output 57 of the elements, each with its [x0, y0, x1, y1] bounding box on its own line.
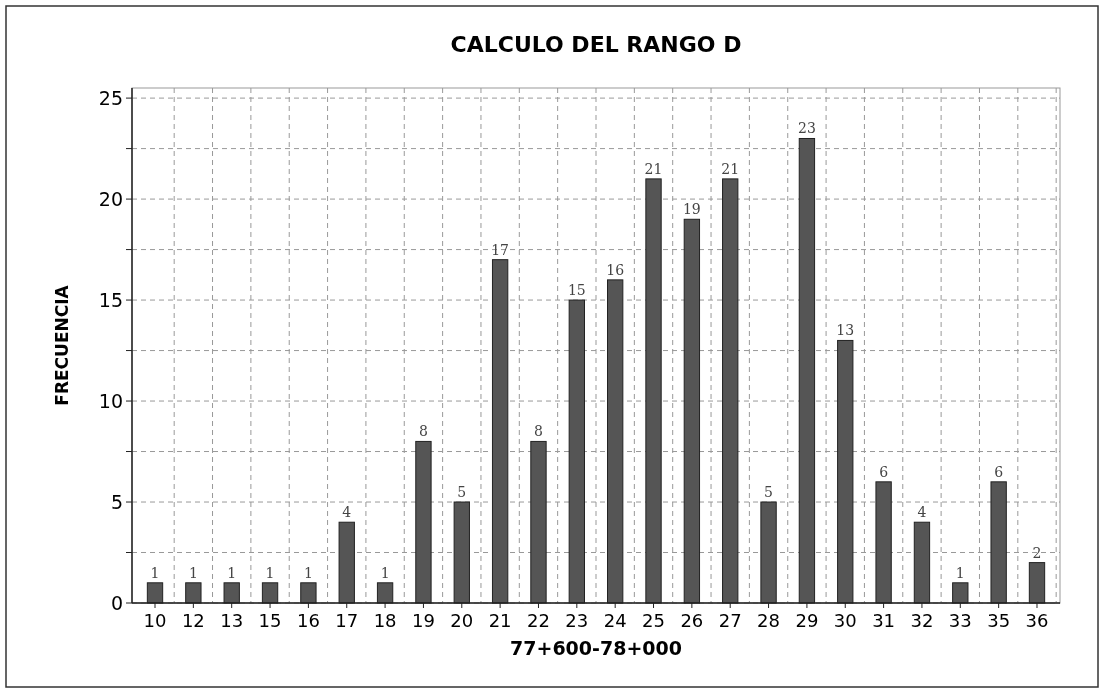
- data-label: 1: [303, 564, 313, 581]
- x-tick-label: 21: [488, 610, 512, 631]
- data-label: 21: [644, 160, 663, 177]
- data-label: 1: [188, 564, 198, 581]
- y-tick-label: 10: [98, 389, 123, 412]
- x-axis-title: 77+600-78+000: [510, 637, 682, 659]
- y-tick-label: 15: [98, 288, 123, 311]
- data-label: 13: [836, 322, 855, 339]
- x-tick-label: 26: [680, 610, 704, 631]
- y-tick-label: 5: [110, 490, 123, 513]
- data-label: 15: [567, 282, 586, 299]
- x-tick-label: 17: [335, 610, 359, 631]
- data-label: 1: [380, 564, 390, 581]
- x-tick-label: 15: [258, 610, 282, 631]
- x-tick-label: 32: [910, 610, 934, 631]
- data-label: 4: [917, 504, 927, 521]
- data-label: 6: [994, 463, 1004, 480]
- x-tick-label: 22: [527, 610, 550, 631]
- x-tick-label: 24: [603, 610, 627, 631]
- data-label: 1: [955, 564, 965, 581]
- x-tick-label: 27: [718, 610, 742, 631]
- data-label: 2: [1032, 544, 1042, 561]
- data-label: 23: [798, 120, 816, 137]
- data-label: 1: [150, 564, 160, 581]
- y-tick-label: 0: [110, 591, 123, 614]
- data-label: 17: [491, 241, 510, 258]
- data-label: 1: [265, 564, 275, 581]
- chart-title: CALCULO DEL RANGO D: [450, 32, 742, 57]
- data-label: 5: [764, 484, 774, 501]
- y-axis-title: FRECUENCIA: [52, 284, 72, 406]
- x-tick-label: 18: [373, 610, 397, 631]
- x-tick-label: 13: [220, 610, 244, 631]
- x-tick-label: 36: [1025, 610, 1049, 631]
- data-label: 6: [879, 463, 889, 480]
- x-tick-label: 35: [987, 610, 1011, 631]
- x-tick-label: 31: [872, 610, 896, 631]
- data-label: 16: [606, 261, 625, 278]
- x-tick-label: 28: [757, 610, 781, 631]
- data-label: 8: [534, 423, 543, 440]
- y-tick-label: 20: [98, 187, 123, 210]
- x-tick-label: 29: [795, 610, 819, 631]
- x-tick-label: 19: [411, 610, 435, 631]
- x-tick-label: 25: [642, 610, 665, 631]
- x-tick-label: 16: [296, 610, 320, 631]
- x-tick-label: 12: [181, 610, 205, 631]
- data-label: 19: [682, 201, 701, 218]
- y-tick-label: 25: [98, 86, 123, 109]
- x-tick-label: 10: [143, 610, 167, 631]
- x-tick-label: 20: [450, 610, 474, 631]
- x-tick-label: 30: [833, 610, 857, 631]
- data-label: 5: [457, 484, 467, 501]
- data-label: 8: [418, 423, 428, 440]
- data-label: 21: [721, 160, 740, 177]
- data-label: 4: [342, 504, 352, 521]
- x-tick-label: 33: [948, 610, 972, 631]
- x-tick-label: 23: [565, 610, 589, 631]
- data-label: 1: [227, 564, 237, 581]
